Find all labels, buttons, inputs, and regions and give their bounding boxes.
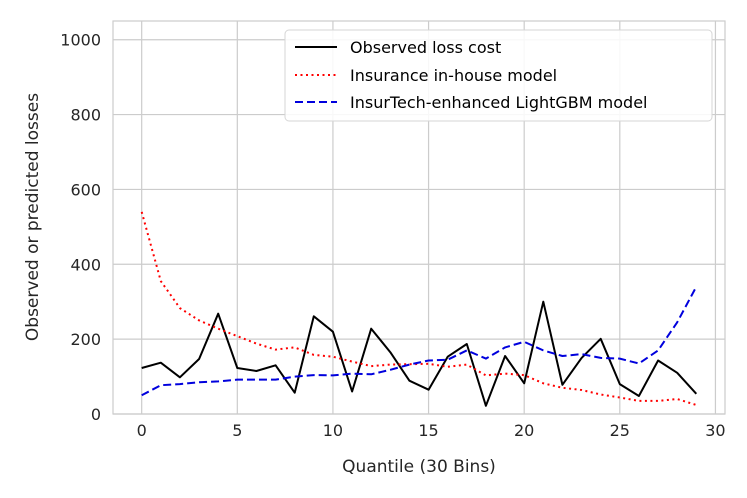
series-line-2 (141, 286, 698, 397)
x-axis-label: Quantile (30 Bins) (342, 457, 496, 477)
x-tick-label: 0 (137, 421, 147, 440)
x-tick-label: 25 (610, 421, 630, 440)
plot-border (112, 20, 726, 415)
series-line-1 (140, 211, 697, 406)
series-lines (140, 211, 698, 407)
y-tick-label: 400 (70, 255, 101, 274)
axes-frame (112, 20, 726, 415)
y-tick-label: 200 (70, 330, 101, 349)
legend: Observed loss cost Insurance in-house mo… (284, 29, 713, 122)
legend-box (284, 29, 713, 122)
x-tick-label: 30 (705, 421, 725, 440)
legend-label-observed: Observed loss cost (350, 38, 501, 57)
x-tick-label: 10 (323, 421, 343, 440)
tick-labels: 0 5 10 15 20 25 30 0 200 400 600 800 1000 (60, 31, 725, 440)
legend-label-lightgbm: InsurTech-enhanced LightGBM model (350, 93, 648, 112)
x-tick-label: 15 (418, 421, 438, 440)
y-tick-label: 0 (91, 405, 101, 424)
x-tick-label: 5 (232, 421, 242, 440)
x-tick-label: 20 (514, 421, 534, 440)
series-line-0 (141, 300, 698, 407)
legend-label-inhouse: Insurance in-house model (350, 66, 557, 85)
y-tick-label: 800 (70, 106, 101, 125)
y-axis-label: Observed or predicted losses (23, 93, 43, 341)
y-tick-label: 1000 (60, 31, 101, 50)
y-tick-label: 600 (70, 180, 101, 199)
